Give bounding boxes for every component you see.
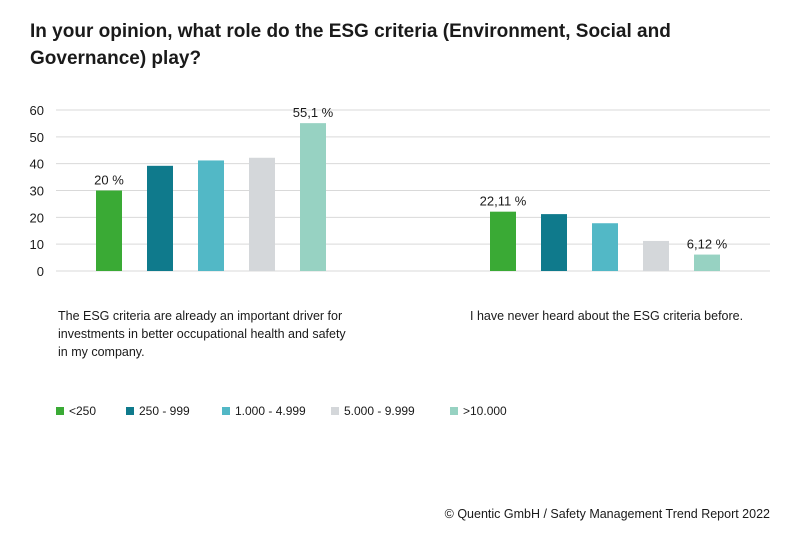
data-label: 20 % (94, 173, 124, 188)
legend-swatch (126, 407, 134, 415)
y-tick-label: 50 (30, 130, 44, 145)
legend-item-lt250: <250 (56, 404, 96, 418)
data-label: 6,12 % (687, 237, 728, 252)
bar (249, 157, 275, 271)
y-tick-label: 20 (30, 210, 44, 225)
legend-swatch (450, 407, 458, 415)
legend-label: <250 (69, 404, 97, 418)
legend-swatch (331, 407, 339, 415)
source-note: © Quentic GmbH / Safety Management Trend… (444, 507, 770, 521)
legend-label: 1.000 - 4.999 (235, 404, 306, 418)
legend-label: 5.000 - 9.999 (344, 404, 415, 418)
y-tick-label: 40 (30, 157, 44, 172)
bar (592, 223, 618, 271)
y-tick-label: 0 (37, 264, 44, 279)
legend-swatch (222, 407, 230, 415)
category-label-never-heard: I have never heard about the ESG criteri… (470, 309, 744, 323)
data-label: 22,11 % (480, 194, 527, 209)
legend-label: 250 - 999 (139, 404, 190, 418)
bar (541, 214, 567, 271)
legend-item-1000-4999: 1.000 - 4.999 (222, 404, 306, 418)
bar (490, 211, 516, 271)
bar (643, 240, 669, 271)
legend-label: >10.000 (463, 404, 507, 418)
bar (198, 160, 224, 271)
legend-item-5000-9999: 5.000 - 9.999 (331, 404, 415, 418)
y-tick-label: 30 (30, 184, 44, 199)
legend-swatch (56, 407, 64, 415)
bar (96, 190, 122, 271)
y-tick-label: 10 (30, 237, 44, 252)
category-label-investments: The ESG criteria are already an importan… (58, 309, 346, 359)
y-tick-label: 60 (30, 103, 44, 118)
data-label: 55,1 % (293, 105, 334, 120)
bar (147, 165, 173, 271)
legend-item-250-999: 250 - 999 (126, 404, 190, 418)
legend-item-gt10000: >10.000 (450, 404, 507, 418)
bar (300, 123, 326, 271)
chart-title: In your opinion, what role do the ESG cr… (30, 21, 671, 69)
bar (694, 254, 720, 271)
